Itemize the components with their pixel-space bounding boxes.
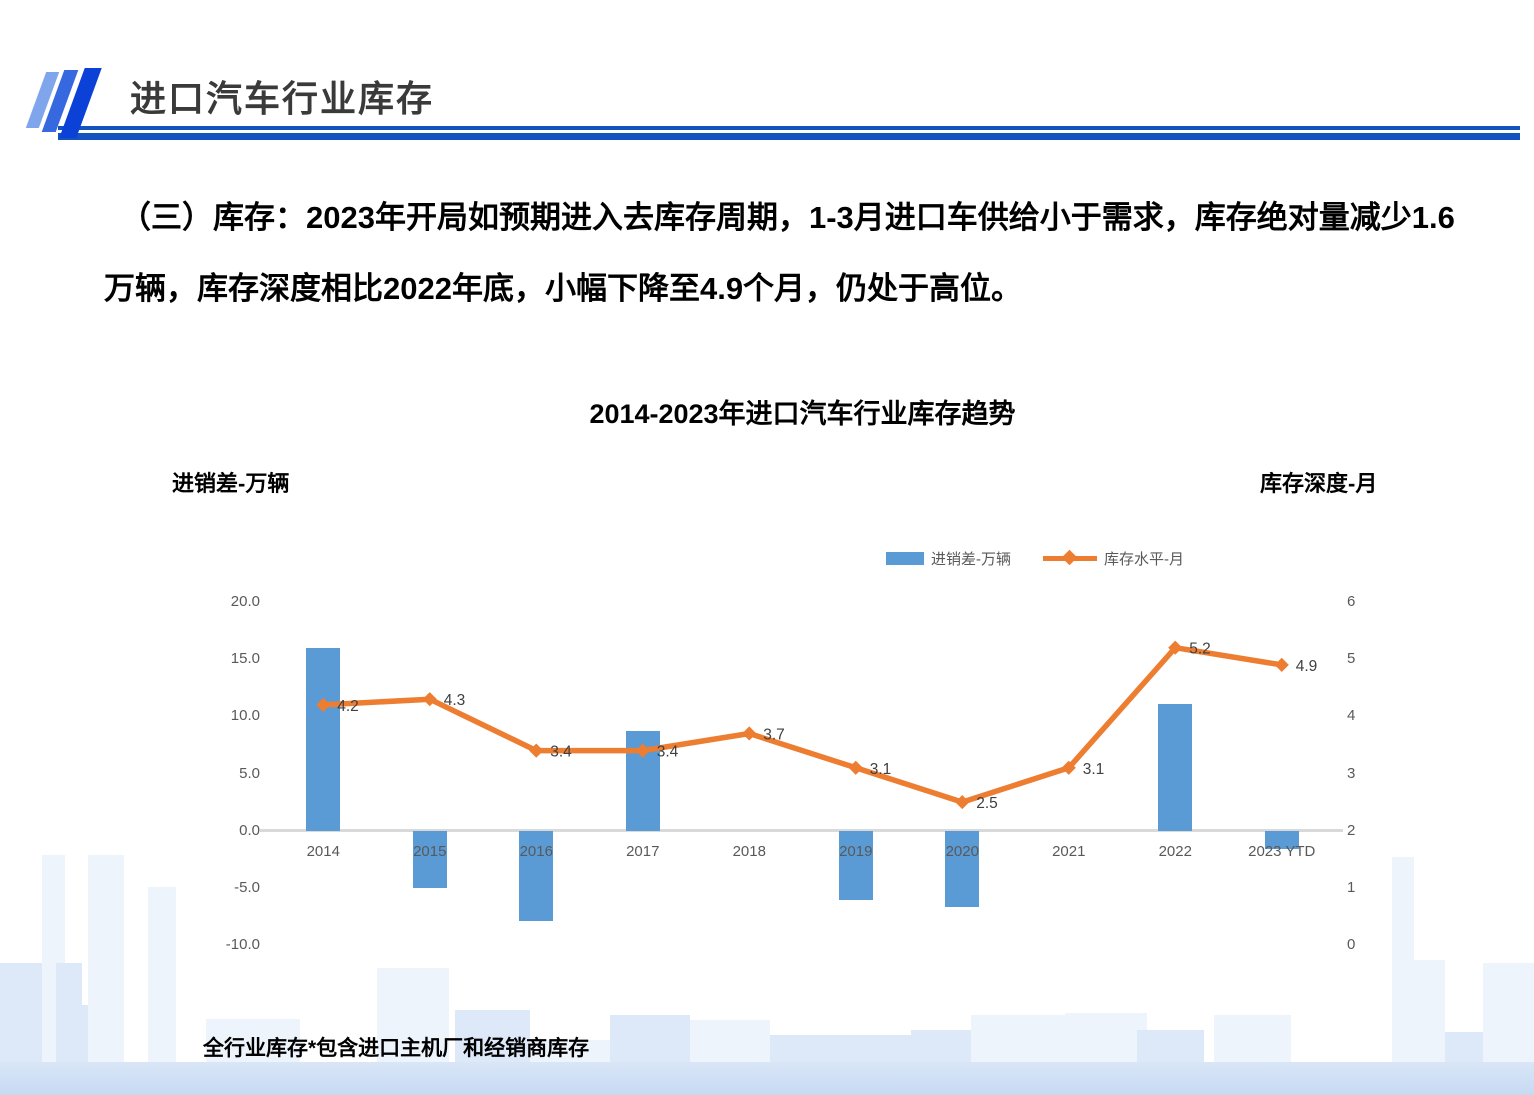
bar-2019: [838, 830, 873, 901]
line-marker-icon: [422, 692, 437, 707]
y-axis-right-tick: 4: [1347, 707, 1356, 725]
bottom-gradient-band: [0, 1062, 1534, 1095]
y-axis-left-tick: 15.0: [230, 650, 260, 668]
y-axis-left-tick: 5.0: [239, 764, 260, 782]
x-axis-label: 2019: [839, 842, 873, 860]
line-marker-icon: [848, 760, 863, 775]
y-axis-left-tick: 10.0: [230, 707, 260, 725]
x-axis-label: 2021: [1052, 842, 1086, 860]
x-axis-label: 2022: [1158, 842, 1192, 860]
chart-legend: 进销差-万辆 库存水平-月: [886, 548, 1184, 569]
y-axis-left-tick: 20.0: [230, 593, 260, 610]
line-point-label: 4.3: [444, 692, 466, 709]
bar-2023 YTD: [1264, 830, 1299, 849]
legend-label-bars: 进销差-万辆: [931, 551, 1011, 568]
page-title: 进口汽车行业库存: [130, 78, 435, 119]
line-marker-icon: [955, 795, 970, 810]
y-axis-left-tick: -5.0: [234, 878, 260, 896]
y-axis-right-tick: 5: [1347, 650, 1356, 668]
x-axis-label: 2017: [626, 842, 660, 860]
y-axis-right-tick: 0: [1347, 936, 1356, 953]
x-axis-label: 2016: [519, 842, 553, 860]
skyline-block: [88, 855, 124, 1095]
y-axis-right-tick: 1: [1347, 878, 1356, 896]
line-point-label: 2.5: [976, 795, 998, 812]
legend-item-line: 库存水平-月: [1043, 548, 1184, 569]
bar-2015: [412, 830, 447, 888]
y-axis-right-tick: 6: [1347, 593, 1356, 610]
line-marker-icon: [529, 743, 544, 758]
summary-text: （三）库存：2023年开局如预期进入去库存周期，1-3月进口车供给小于需求，库存…: [104, 182, 1456, 324]
inventory-line: [320, 644, 1285, 805]
bar-2017: [625, 731, 660, 831]
header-underline-thick: [58, 133, 1520, 140]
x-axis-label: 2015: [413, 842, 447, 860]
legend-line-swatch-icon: [1043, 549, 1097, 566]
y-axis-right-tick: 3: [1347, 764, 1356, 782]
line-point-label: 3.1: [870, 761, 892, 778]
summary-line-2: 万辆，库存深度相比2022年底，小幅下降至4.9个月，仍处于高位。: [104, 271, 1023, 306]
x-axis-label: 2023 YTD: [1248, 842, 1316, 860]
line-point-label: 4.2: [337, 698, 359, 715]
line-point-label: 5.2: [1189, 641, 1211, 658]
left-axis-unit-label: 进销差-万辆: [172, 471, 290, 496]
legend-item-bars: 进销差-万辆: [886, 548, 1011, 569]
x-axis-label: 2014: [306, 842, 340, 860]
line-point-label: 3.7: [763, 726, 785, 743]
bar-2020: [945, 830, 980, 908]
summary-line-1: （三）库存：2023年开局如预期进入去库存周期，1-3月进口车供给小于需求，库存…: [120, 200, 1455, 235]
x-axis-label: 2020: [945, 842, 979, 860]
legend-label-line: 库存水平-月: [1104, 551, 1184, 568]
bar-2014: [306, 647, 341, 831]
line-marker-icon: [1061, 760, 1076, 775]
y-axis-left-tick: 0.0: [239, 821, 260, 839]
right-axis-unit-label: 库存深度-月: [1260, 471, 1378, 496]
skyline-block: [148, 887, 176, 1095]
line-point-label: 3.4: [657, 744, 679, 761]
chart-title: 2014-2023年进口汽车行业库存趋势: [589, 399, 1016, 429]
bar-2016: [519, 830, 554, 921]
line-point-label: 3.4: [550, 744, 572, 761]
bar-2022: [1158, 703, 1193, 831]
line-marker-icon: [742, 726, 757, 741]
chart-footnote: 全行业库存*包含进口主机厂和经销商库存: [203, 1037, 590, 1060]
line-point-label: 3.1: [1083, 761, 1105, 778]
line-marker-icon: [1274, 657, 1289, 672]
x-axis-label: 2018: [732, 842, 766, 860]
header-underline-thin: [58, 126, 1520, 130]
y-axis-right-tick: 2: [1347, 821, 1356, 839]
line-point-label: 4.9: [1296, 658, 1318, 675]
line-marker-icon: [1168, 640, 1183, 655]
y-axis-left-tick: -10.0: [225, 936, 260, 953]
x-axis-line: [260, 829, 1343, 833]
legend-bar-swatch-icon: [886, 552, 924, 565]
